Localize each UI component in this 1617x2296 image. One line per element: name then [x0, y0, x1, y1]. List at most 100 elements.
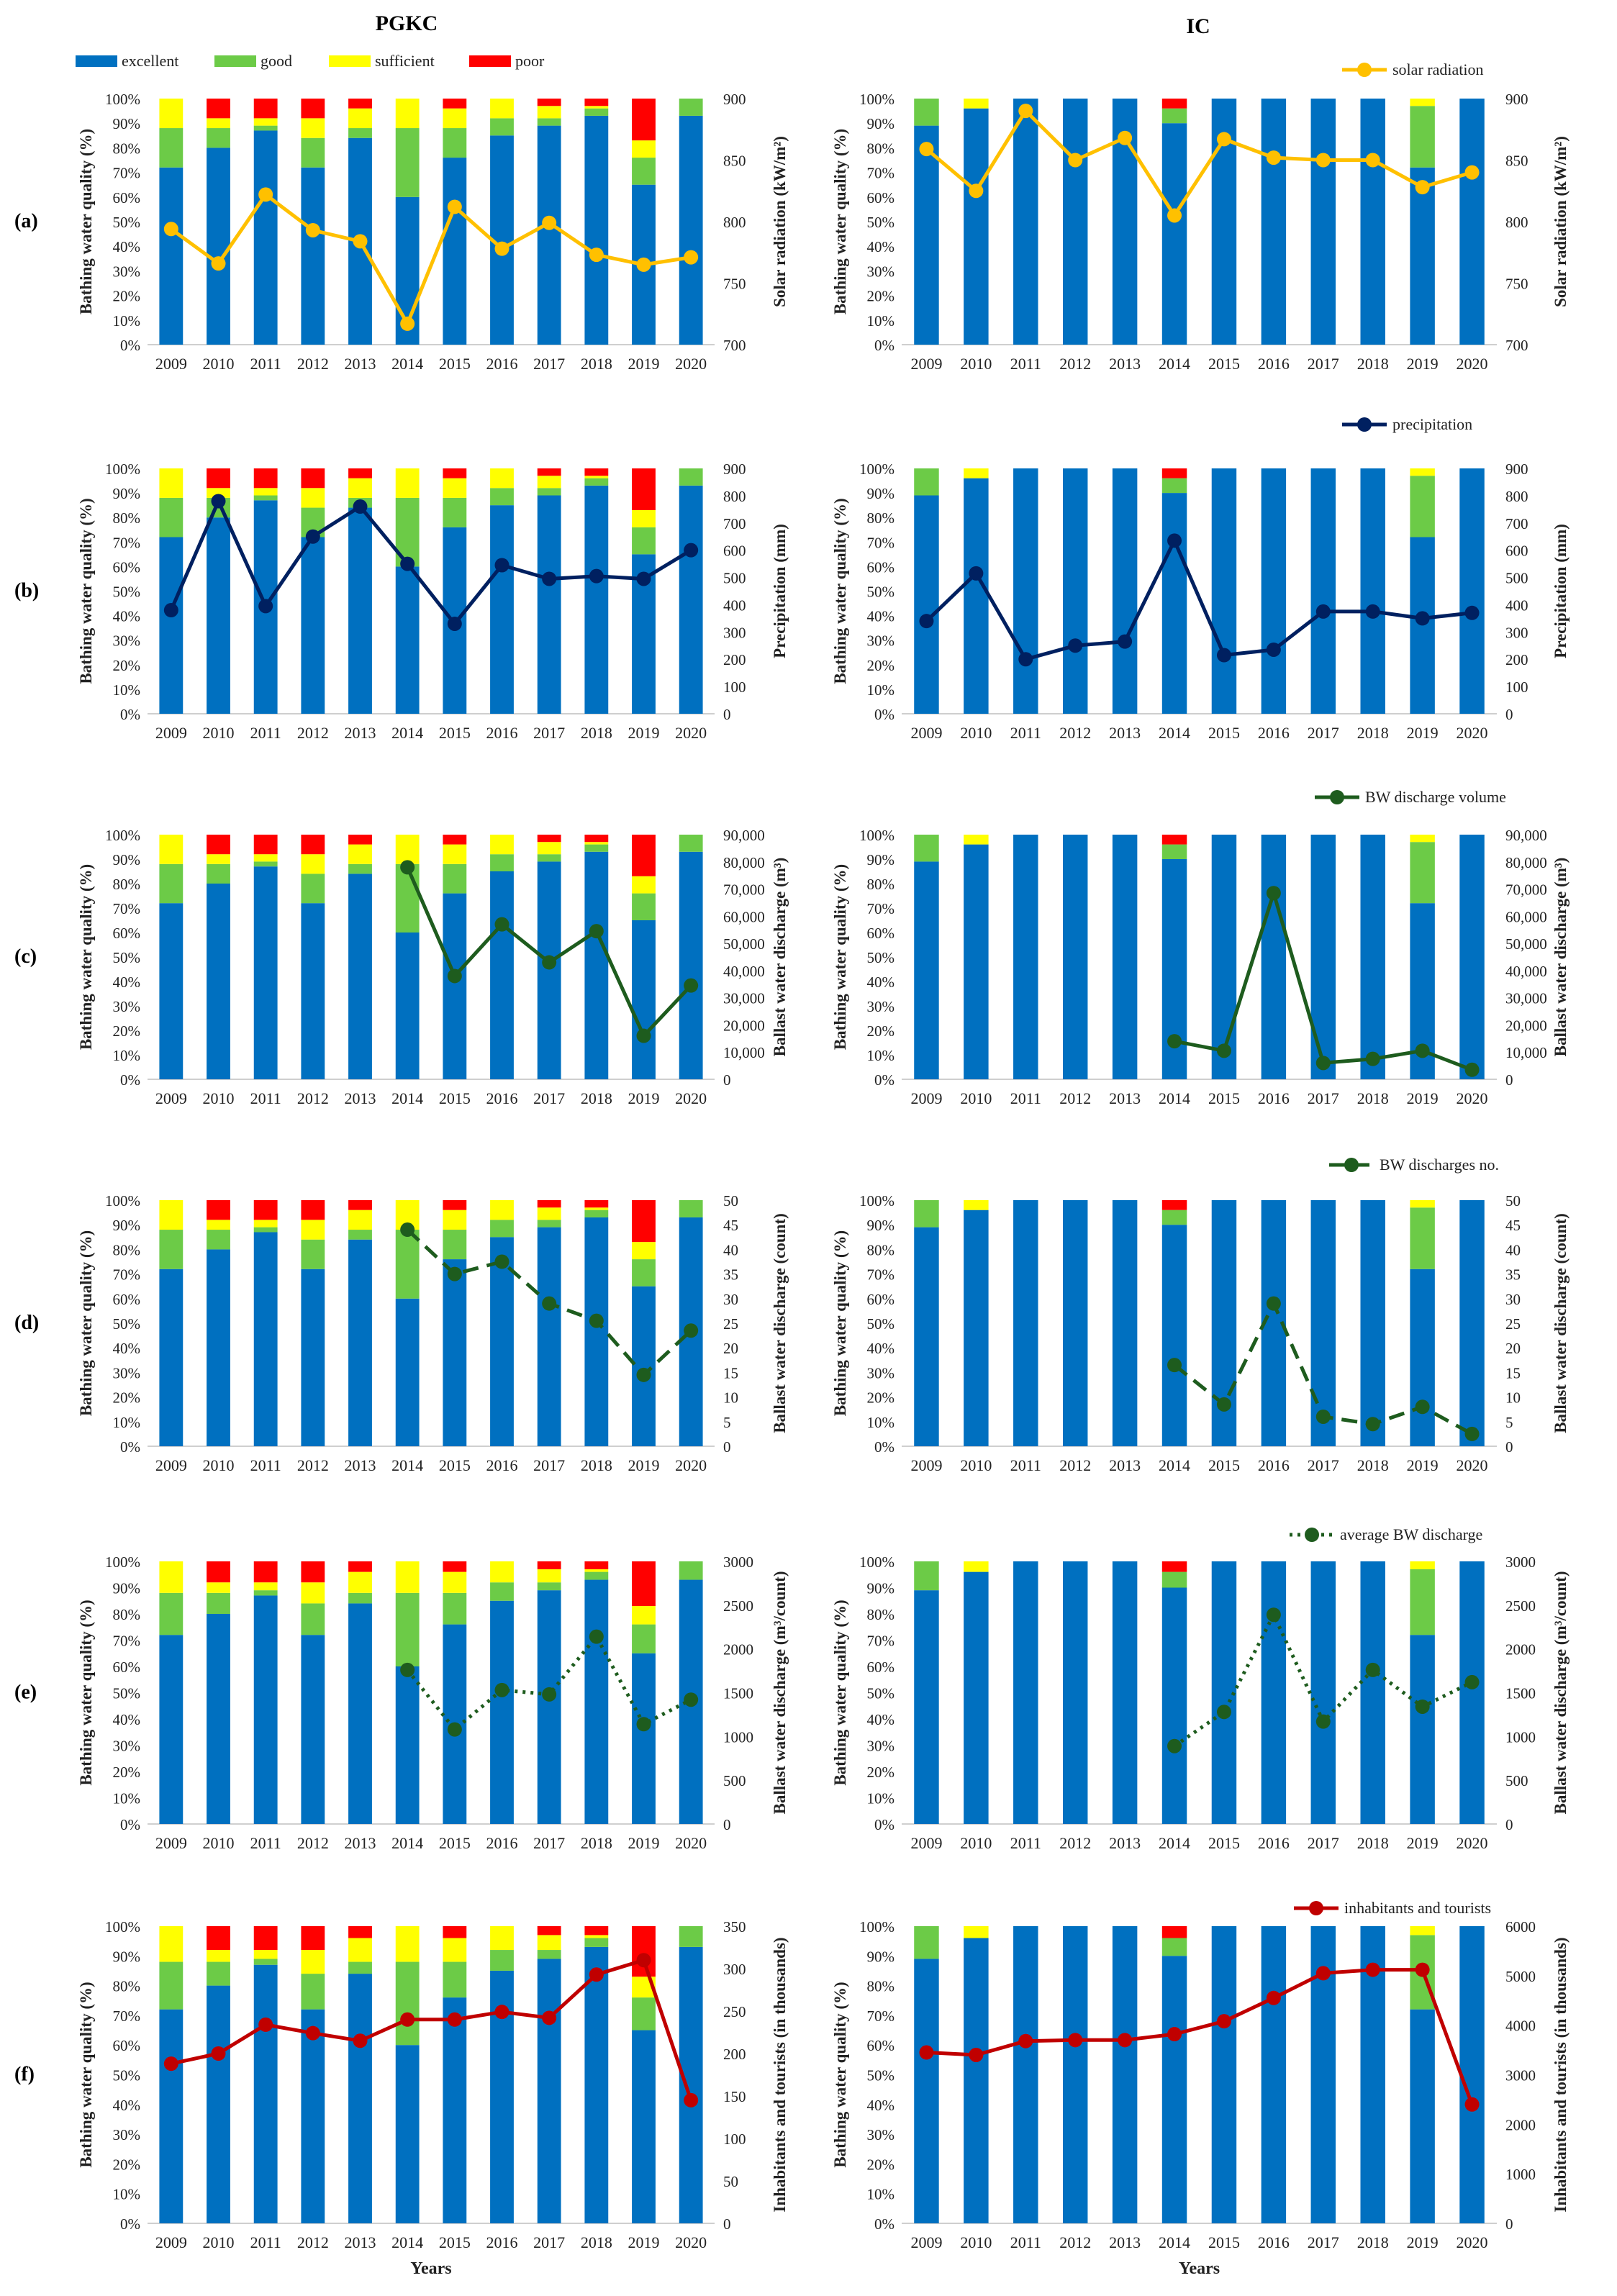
bar-segment-good: [632, 1259, 656, 1287]
bar-segment-sufficient: [1410, 468, 1435, 476]
bar-segment-good: [159, 1961, 184, 2010]
y-right-tick-label: 80,000: [723, 854, 765, 871]
legend-label-poor: poor: [515, 52, 545, 70]
bar-segment-good: [1410, 476, 1435, 537]
y-right-tick-label: 300: [1505, 624, 1528, 641]
y-left-tick-label: 80%: [867, 509, 895, 527]
y-left-tick-label: 90%: [867, 1580, 895, 1597]
panel-c-pgkc: 0% 10% 20% 30% 40% 50% 60% 70% 80% 90% 100% 0 10,000…: [14, 827, 789, 1107]
series-point: [1365, 1417, 1380, 1432]
bar-segment-sufficient: [584, 1935, 609, 1938]
bar-segment-poor: [584, 1561, 609, 1569]
series-point: [1266, 1607, 1281, 1623]
x-tick-label: 2016: [1258, 1089, 1290, 1107]
y-left-tick-label: 40%: [867, 1340, 895, 1357]
series-point: [1266, 642, 1281, 657]
bar-segment-excellent: [964, 478, 989, 714]
bar-segment-good: [490, 1950, 514, 1971]
bar-segment-excellent: [207, 148, 230, 345]
bar-segment-excellent: [1013, 1561, 1038, 1824]
x-tick-label: 2017: [533, 2233, 565, 2251]
y-left-tick-label: 70%: [113, 165, 141, 182]
bar-segment-excellent: [1310, 99, 1336, 345]
y-right-tick-label: 35: [1505, 1266, 1521, 1284]
bar-segment-excellent: [584, 485, 609, 714]
series-point: [494, 2005, 509, 2020]
series-point: [1266, 886, 1281, 901]
series-point: [1118, 634, 1133, 649]
y-right-tick-label: 800: [1505, 488, 1528, 505]
bar-segment-sufficient: [1410, 1561, 1435, 1569]
bar-segment-excellent: [1013, 835, 1038, 1079]
bar-segment-excellent: [443, 1259, 467, 1446]
y-right-tick-label: 0: [723, 1438, 731, 1456]
bar-segment-good: [395, 1592, 420, 1666]
panel-label: (d): [14, 1312, 39, 1334]
bar-segment-sufficient: [632, 1242, 656, 1260]
y-right-tick-label: 250: [723, 2003, 746, 2020]
series-point: [305, 222, 320, 237]
bar-segment-excellent: [1211, 468, 1237, 714]
bar-segment-sufficient: [1410, 1926, 1435, 1936]
y-left-tick-label: 0%: [874, 1071, 894, 1089]
y-left-tick-label: 20%: [867, 1389, 895, 1407]
bar-segment-excellent: [537, 1227, 561, 1446]
x-tick-label: 2014: [1159, 1089, 1190, 1107]
series-point: [969, 183, 984, 199]
y-right-tick-label: 900: [723, 91, 746, 108]
bar-segment-sufficient: [253, 1950, 278, 1959]
x-tick-label: 2017: [533, 1089, 565, 1107]
bar-segment-sufficient: [159, 1926, 184, 1962]
y-left-axis-title: Bathing water quality (%): [77, 498, 95, 684]
y-right-tick-label: 15: [723, 1364, 738, 1381]
bar-segment-good: [679, 1200, 703, 1217]
y-left-tick-label: 90%: [113, 1580, 141, 1597]
bar-segment-good: [395, 863, 420, 933]
y-right-axis-title: Precipitation (mm): [771, 524, 789, 658]
y-left-tick-label: 50%: [113, 949, 141, 966]
x-tick-label: 2011: [1010, 1456, 1041, 1474]
y-left-tick-label: 100%: [105, 1192, 140, 1210]
x-tick-label: 2015: [439, 1834, 471, 1852]
bar-segment-excellent: [1062, 99, 1088, 345]
y-right-tick-label: 0: [1505, 706, 1513, 723]
x-tick-label: 2017: [533, 355, 565, 373]
series-point: [1415, 1399, 1430, 1415]
series-legend-marker: [1357, 63, 1372, 77]
bar-segment-excellent: [1310, 1200, 1336, 1446]
y-left-tick-label: 100%: [105, 460, 140, 478]
y-right-tick-label: 400: [1505, 596, 1528, 614]
x-tick-label: 2014: [1159, 1456, 1190, 1474]
bar-segment-sufficient: [490, 1561, 514, 1583]
y-right-tick-label: 40,000: [723, 963, 765, 980]
panel-e-pgkc: 0% 10% 20% 30% 40% 50% 60% 70% 80% 90% 100% 0 500 100…: [14, 1553, 789, 1852]
y-right-tick-label: 900: [1505, 460, 1528, 478]
series-point: [919, 614, 934, 629]
y-left-tick-label: 30%: [113, 1738, 141, 1755]
bar-segment-excellent: [301, 537, 325, 714]
series-point: [211, 256, 226, 271]
bar-segment-excellent: [159, 1269, 184, 1446]
bar-segment-sufficient: [395, 99, 420, 129]
series-point: [636, 1367, 651, 1382]
x-tick-label: 2018: [1357, 355, 1389, 373]
series-point: [589, 1967, 604, 1982]
bar-segment-poor: [632, 99, 656, 141]
quality-legend: excellent good sufficient poor: [76, 52, 545, 70]
y-right-tick-label: 45: [723, 1217, 738, 1234]
bar-segment-poor: [207, 1200, 230, 1220]
series-point: [400, 1222, 415, 1238]
y-left-tick-label: 100%: [859, 91, 894, 108]
series-point: [1315, 1966, 1331, 1981]
y-right-tick-label: 1500: [723, 1685, 753, 1702]
series-point: [1216, 1705, 1231, 1720]
y-right-tick-label: 25: [1505, 1315, 1521, 1333]
bar-segment-sufficient: [159, 835, 184, 864]
bar-segment-excellent: [1013, 1926, 1038, 2223]
bar-segment-sufficient: [584, 1207, 609, 1210]
series-point: [589, 248, 604, 263]
bar-segment-sufficient: [537, 1935, 561, 1951]
y-left-tick-label: 20%: [867, 657, 895, 674]
y-right-tick-label: 600: [1505, 543, 1528, 560]
bar-segment-excellent: [1013, 468, 1038, 714]
